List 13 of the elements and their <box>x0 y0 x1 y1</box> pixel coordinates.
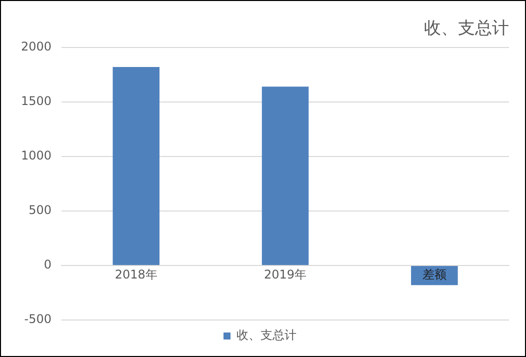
y-tick-label: -500 <box>24 312 52 326</box>
y-tick-label: 0 <box>44 258 52 272</box>
y-tick-label: 1000 <box>20 148 52 163</box>
bar <box>262 86 309 265</box>
x-tick-label: 差额 <box>422 268 446 282</box>
x-tick-label: 2019年 <box>264 268 307 282</box>
y-tick-label: 2000 <box>20 40 52 54</box>
legend-label: 收、支总计 <box>236 328 296 342</box>
y-tick-label: 1500 <box>20 94 52 108</box>
chart-title: 收、支总计 <box>424 18 509 39</box>
x-tick-label: 2018年 <box>114 268 158 282</box>
bar <box>112 67 160 265</box>
y-tick-label: 500 <box>28 203 52 218</box>
